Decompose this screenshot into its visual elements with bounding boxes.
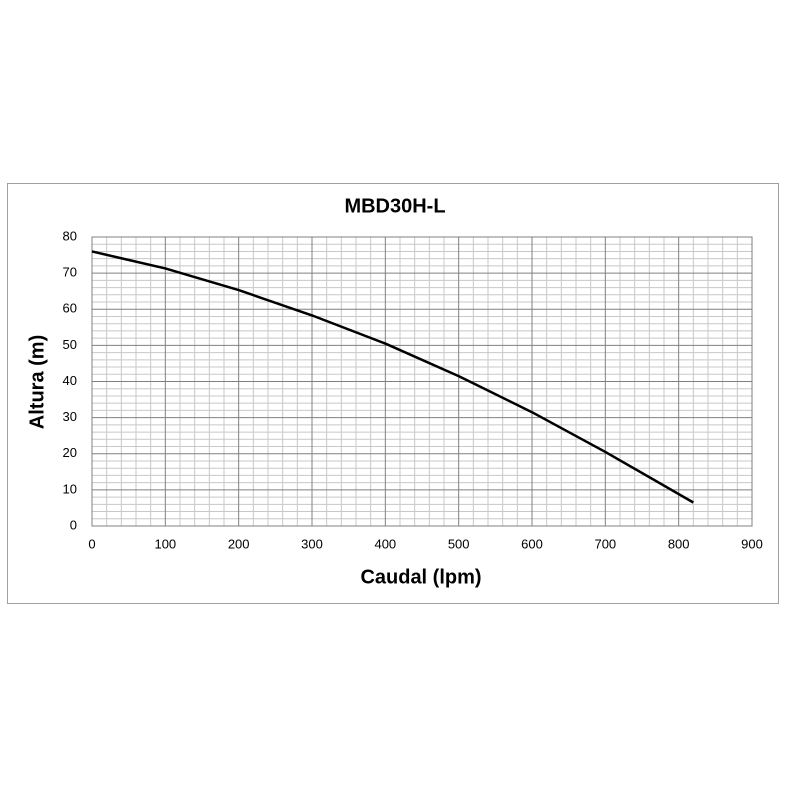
y-tick-label: 0 <box>70 517 77 532</box>
x-tick-label: 500 <box>448 536 470 551</box>
y-tick-label: 50 <box>63 337 77 352</box>
x-tick-label: 800 <box>668 536 690 551</box>
y-tick-label: 80 <box>63 228 77 243</box>
y-tick-label: 60 <box>63 301 77 316</box>
x-axis-label: Caudal (lpm) <box>360 566 481 588</box>
y-tick-label: 20 <box>63 445 77 460</box>
y-tick-label: 40 <box>63 373 77 388</box>
x-tick-label: 900 <box>741 536 763 551</box>
x-tick-label: 0 <box>88 536 95 551</box>
y-tick-label: 70 <box>63 265 77 280</box>
x-tick-label: 600 <box>521 536 543 551</box>
x-tick-label: 300 <box>301 536 323 551</box>
plot-border <box>91 236 753 527</box>
x-tick-label: 100 <box>154 536 176 551</box>
chart-title: MBD30H-L <box>344 195 445 217</box>
data-line <box>91 250 694 504</box>
y-tick-label: 10 <box>63 481 77 496</box>
x-tick-label: 700 <box>594 536 616 551</box>
y-axis-label: Altura (m) <box>26 335 48 429</box>
x-tick-label: 200 <box>228 536 250 551</box>
y-tick-label: 30 <box>63 409 77 424</box>
x-tick-label: 400 <box>374 536 396 551</box>
